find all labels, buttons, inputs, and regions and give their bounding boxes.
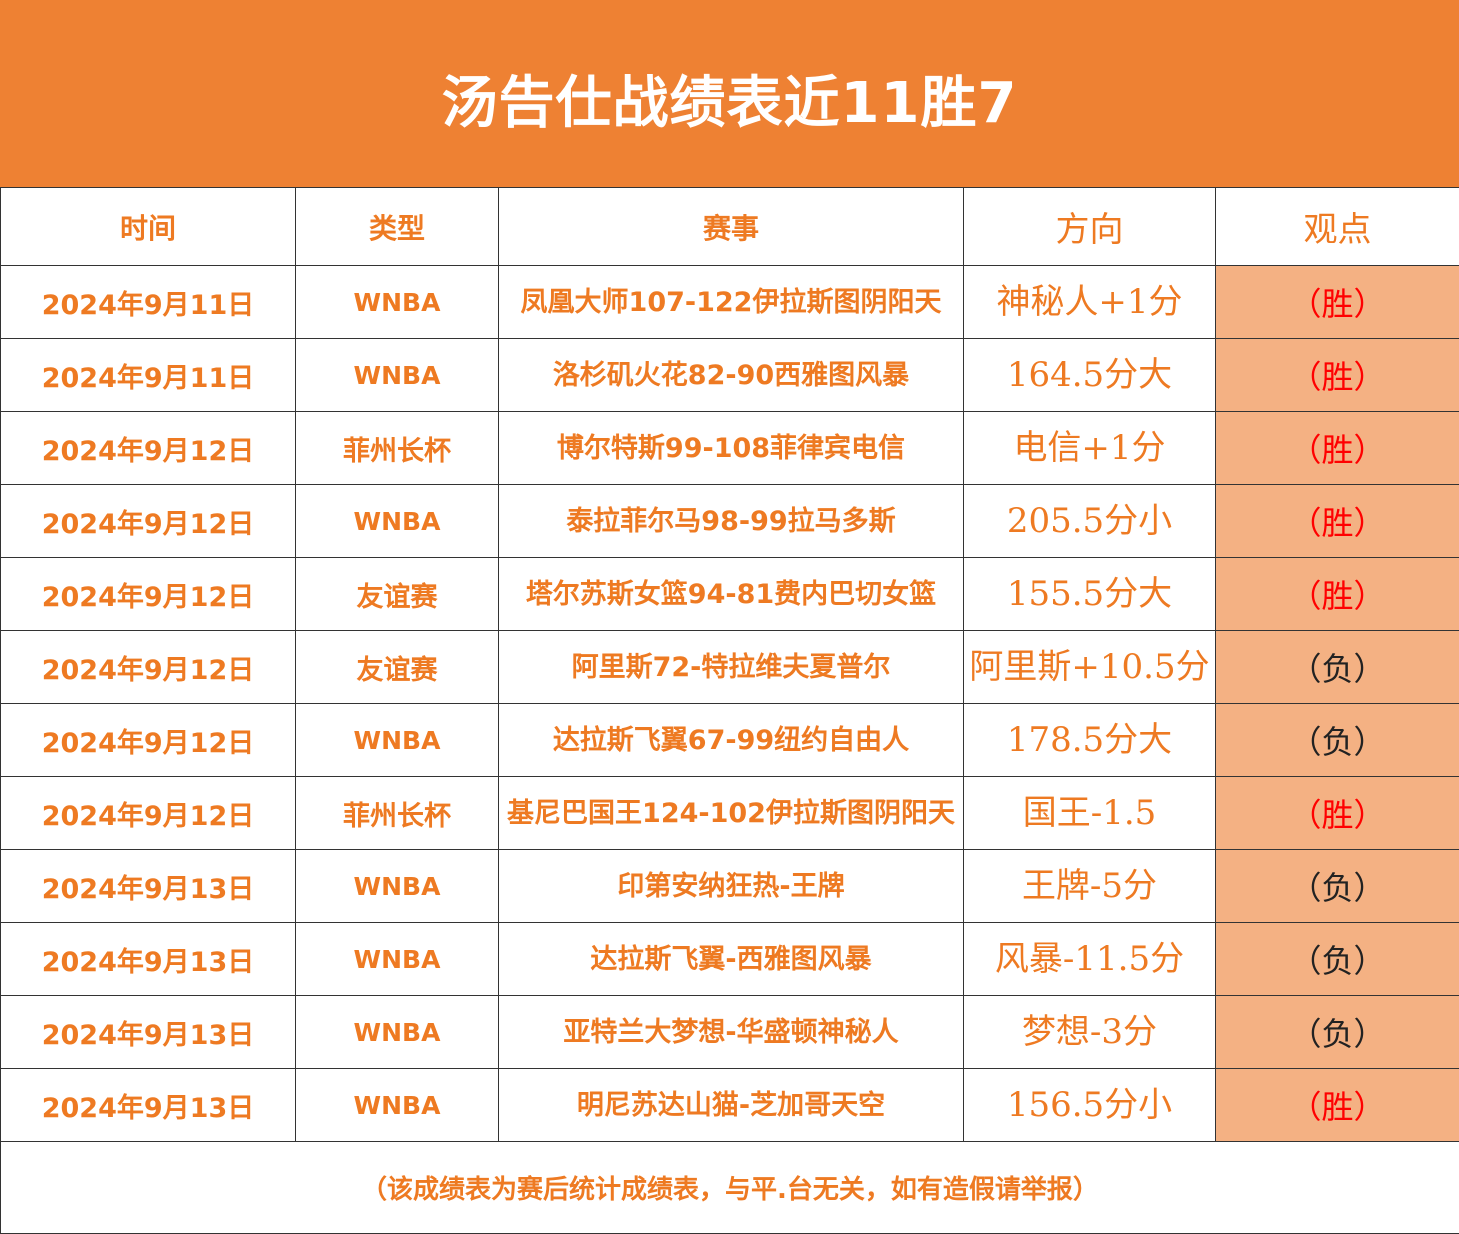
title-banner: 汤告仕战绩表近11胜7	[0, 0, 1459, 187]
event-cell: 达拉斯飞翼-西雅图风暴	[499, 923, 964, 996]
direction-cell: 梦想-3分	[964, 996, 1216, 1069]
column-header-event: 赛事	[499, 188, 964, 266]
table-row: 2024年9月12日菲州长杯博尔特斯99-108菲律宾电信电信+1分（胜）	[1, 412, 1459, 485]
view-cell: （胜）	[1216, 485, 1459, 558]
event-cell: 塔尔苏斯女篮94-81费内巴切女篮	[499, 558, 964, 631]
view-cell: （负）	[1216, 850, 1459, 923]
date-cell: 2024年9月12日	[1, 558, 296, 631]
event-cell: 博尔特斯99-108菲律宾电信	[499, 412, 964, 485]
direction-cell: 205.5分小	[964, 485, 1216, 558]
column-header-type: 类型	[296, 188, 499, 266]
event-cell: 凤凰大师107-122伊拉斯图阴阳天	[499, 266, 964, 339]
type-cell: WNBA	[296, 996, 499, 1069]
view-cell: （胜）	[1216, 266, 1459, 339]
direction-cell: 164.5分大	[964, 339, 1216, 412]
event-cell: 阿里斯72-特拉维夫夏普尔	[499, 631, 964, 704]
type-cell: 菲州长杯	[296, 412, 499, 485]
type-cell: WNBA	[296, 850, 499, 923]
view-cell: （负）	[1216, 631, 1459, 704]
type-cell: WNBA	[296, 485, 499, 558]
type-cell: 友谊赛	[296, 558, 499, 631]
date-cell: 2024年9月11日	[1, 266, 296, 339]
view-cell: （胜）	[1216, 412, 1459, 485]
type-cell: WNBA	[296, 339, 499, 412]
event-cell: 达拉斯飞翼67-99纽约自由人	[499, 704, 964, 777]
table-row: 2024年9月12日友谊赛阿里斯72-特拉维夫夏普尔阿里斯+10.5分（负）	[1, 631, 1459, 704]
view-cell: （胜）	[1216, 1069, 1459, 1142]
view-cell: （负）	[1216, 996, 1459, 1069]
date-cell: 2024年9月13日	[1, 1069, 296, 1142]
date-cell: 2024年9月13日	[1, 850, 296, 923]
direction-cell: 156.5分小	[964, 1069, 1216, 1142]
view-cell: （负）	[1216, 704, 1459, 777]
event-cell: 印第安纳狂热-王牌	[499, 850, 964, 923]
date-cell: 2024年9月12日	[1, 777, 296, 850]
date-cell: 2024年9月12日	[1, 704, 296, 777]
direction-cell: 阿里斯+10.5分	[964, 631, 1216, 704]
view-cell: （胜）	[1216, 558, 1459, 631]
direction-cell: 王牌-5分	[964, 850, 1216, 923]
type-cell: WNBA	[296, 704, 499, 777]
direction-cell: 电信+1分	[964, 412, 1216, 485]
direction-cell: 风暴-11.5分	[964, 923, 1216, 996]
view-cell: （负）	[1216, 923, 1459, 996]
event-cell: 基尼巴国王124-102伊拉斯图阴阳天	[499, 777, 964, 850]
footer-cell: （该成绩表为赛后统计成绩表，与平.台无关，如有造假请举报）	[1, 1142, 1459, 1234]
direction-cell: 178.5分大	[964, 704, 1216, 777]
direction-cell: 国王-1.5	[964, 777, 1216, 850]
event-cell: 明尼苏达山猫-芝加哥天空	[499, 1069, 964, 1142]
date-cell: 2024年9月11日	[1, 339, 296, 412]
table-row: 2024年9月12日菲州长杯基尼巴国王124-102伊拉斯图阴阳天国王-1.5（…	[1, 777, 1459, 850]
page-title: 汤告仕战绩表近11胜7	[442, 58, 1018, 139]
date-cell: 2024年9月12日	[1, 485, 296, 558]
type-cell: WNBA	[296, 1069, 499, 1142]
event-cell: 亚特兰大梦想-华盛顿神秘人	[499, 996, 964, 1069]
header-row: 时间 类型 赛事 方向 观点	[1, 188, 1459, 266]
view-cell: （胜）	[1216, 777, 1459, 850]
date-cell: 2024年9月12日	[1, 631, 296, 704]
view-cell: （胜）	[1216, 339, 1459, 412]
type-cell: 菲州长杯	[296, 777, 499, 850]
date-cell: 2024年9月13日	[1, 923, 296, 996]
column-header-time: 时间	[1, 188, 296, 266]
footer-note: （该成绩表为赛后统计成绩表，与平.台无关，如有造假请举报）	[361, 1175, 1099, 1205]
date-cell: 2024年9月12日	[1, 412, 296, 485]
column-header-direction: 方向	[964, 188, 1216, 266]
date-cell: 2024年9月13日	[1, 996, 296, 1069]
direction-cell: 155.5分大	[964, 558, 1216, 631]
direction-cell: 神秘人+1分	[964, 266, 1216, 339]
event-cell: 洛杉矶火花82-90西雅图风暴	[499, 339, 964, 412]
event-cell: 泰拉菲尔马98-99拉马多斯	[499, 485, 964, 558]
type-cell: 友谊赛	[296, 631, 499, 704]
type-cell: WNBA	[296, 923, 499, 996]
column-header-view: 观点	[1216, 188, 1459, 266]
type-cell: WNBA	[296, 266, 499, 339]
